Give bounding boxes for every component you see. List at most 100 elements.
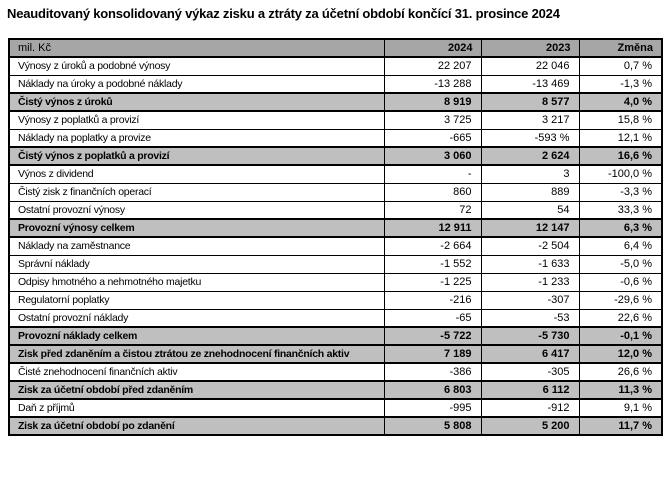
subtotal-row: Provozní náklady celkem -5 722 -5 730 -0,1 … — [8, 326, 663, 346]
row-label-cell: Čistý výnos z poplatků a provizí — [8, 146, 385, 166]
value-2023-cell: -305 — [480, 362, 580, 382]
row-label-cell: Provozní náklady celkem — [8, 326, 385, 346]
change-cell: 6,3 % — [578, 218, 663, 238]
income-statement-table: mil. Kč 2024 2023 Změna Výnosy z úroků a… — [8, 38, 663, 436]
value-2023-cell: 6 417 — [480, 344, 580, 364]
table-row: Výnos z dividend -3 -100,0 % — [8, 164, 663, 184]
value-2024-cell: 860 — [383, 182, 482, 202]
row-label-cell: Správní náklady — [8, 254, 385, 274]
table-row: Správní náklady -1 552 -1 633 -5,0 % — [8, 254, 663, 274]
value-2023-cell: -5 730 — [480, 326, 580, 346]
row-label-cell: Ostatní provozní náklady — [8, 308, 385, 328]
value-2024-cell: -216 — [383, 290, 482, 310]
change-cell: 15,8 % — [578, 110, 663, 130]
table-row: Náklady na poplatky a provize -665 -593 % 1… — [8, 128, 663, 148]
change-cell: 11,7 % — [578, 416, 663, 436]
table-row: Čisté znehodnocení finančních aktiv -386-… — [8, 362, 663, 382]
subtotal-row: Zisk před zdaněním a čistou ztrátou ze z… — [8, 344, 663, 364]
value-2024-cell: 12 911 — [383, 218, 482, 238]
row-label-cell: Zisk za účetní období po zdanění — [8, 416, 385, 436]
change-cell: 16,6 % — [578, 146, 663, 166]
change-cell: -0,1 % — [578, 326, 663, 346]
value-2023-cell: 6 112 — [480, 380, 580, 400]
value-2023-cell: 889 — [480, 182, 580, 202]
value-2023-cell: 22 046 — [480, 56, 580, 76]
value-2024-cell: -1 225 — [383, 272, 482, 292]
table-row: Regulatorní poplatky -216 -307 -29,6 % — [8, 290, 663, 310]
value-2023-cell: -593 % — [480, 128, 580, 148]
table-row: Výnosy z úroků a podobné výnosy 22 207 22 … — [8, 56, 663, 76]
value-2023-cell: 5 200 — [480, 416, 580, 436]
change-cell: -1,3 % — [578, 74, 663, 94]
row-label-cell: Náklady na zaměstnance — [8, 236, 385, 256]
table-header: mil. Kč 2024 2023 Změna — [8, 38, 663, 58]
value-2024-cell: 22 207 — [383, 56, 482, 76]
value-2024-cell: 3 725 — [383, 110, 482, 130]
value-2023-cell: 2 624 — [480, 146, 580, 166]
change-cell: 9,1 % — [578, 398, 663, 418]
change-cell: 4,0 % — [578, 92, 663, 112]
value-2023-cell: 54 — [480, 200, 580, 220]
subtotal-row: Zisk za účetní období po zdanění 5 808 5 2… — [8, 416, 663, 436]
value-2024-cell: 5 808 — [383, 416, 482, 436]
value-2024-cell: -386 — [383, 362, 482, 382]
value-2023-cell: 8 577 — [480, 92, 580, 112]
change-cell: 12,0 % — [578, 344, 663, 364]
row-label-cell: Regulatorní poplatky — [8, 290, 385, 310]
value-2024-cell: -65 — [383, 308, 482, 328]
value-2024-cell: 6 803 — [383, 380, 482, 400]
table-row: Daň z příjmů -995 -912 9,1 % — [8, 398, 663, 418]
table-body: Výnosy z úroků a podobné výnosy 22 207 22 … — [8, 56, 663, 436]
value-2023-cell: -53 — [480, 308, 580, 328]
value-2024-cell: 8 919 — [383, 92, 482, 112]
row-label-cell: Provozní výnosy celkem — [8, 218, 385, 238]
row-label-cell: Zisk za účetní období před zdaněním — [8, 380, 385, 400]
column-header-2023: 2023 — [480, 38, 580, 58]
change-cell: 33,3 % — [578, 200, 663, 220]
row-label-cell: Čistý zisk z finančních operací — [8, 182, 385, 202]
change-cell: -29,6 % — [578, 290, 663, 310]
value-2024-cell: -665 — [383, 128, 482, 148]
header-row: mil. Kč 2024 2023 Změna — [8, 38, 663, 58]
value-2024-cell: -2 664 — [383, 236, 482, 256]
change-cell: -100,0 % — [578, 164, 663, 184]
value-2023-cell: -912 — [480, 398, 580, 418]
value-2023-cell: -1 633 — [480, 254, 580, 274]
column-header-2024: 2024 — [383, 38, 482, 58]
change-cell: 0,7 % — [578, 56, 663, 76]
row-label-cell: Náklady na úroky a podobné náklady — [8, 74, 385, 94]
subtotal-row: Čistý výnos z úroků 8 919 8 577 4,0 % — [8, 92, 663, 112]
row-label-cell: Čistý výnos z úroků — [8, 92, 385, 112]
change-cell: -5,0 % — [578, 254, 663, 274]
value-2023-cell: -13 469 — [480, 74, 580, 94]
row-label-cell: Daň z příjmů — [8, 398, 385, 418]
value-2023-cell: 12 147 — [480, 218, 580, 238]
table-row: Odpisy hmotného a nehmotného majetku -1 2… — [8, 272, 663, 292]
row-label-cell: Čisté znehodnocení finančních aktiv — [8, 362, 385, 382]
change-cell: -3,3 % — [578, 182, 663, 202]
value-2024-cell: 7 189 — [383, 344, 482, 364]
column-header-change: Změna — [578, 38, 663, 58]
value-2023-cell: -2 504 — [480, 236, 580, 256]
value-2023-cell: -1 233 — [480, 272, 580, 292]
unit-label-header: mil. Kč — [8, 38, 385, 58]
change-cell: -0,6 % — [578, 272, 663, 292]
change-cell: 22,6 % — [578, 308, 663, 328]
row-label-cell: Výnos z dividend — [8, 164, 385, 184]
table-row: Ostatní provozní náklady -65 -53 22,6 % — [8, 308, 663, 328]
value-2024-cell: -13 288 — [383, 74, 482, 94]
row-label-cell: Odpisy hmotného a nehmotného majetku — [8, 272, 385, 292]
table-row: Náklady na zaměstnance -2 664 -2 504 6,4 % — [8, 236, 663, 256]
row-label-cell: Výnosy z úroků a podobné výnosy — [8, 56, 385, 76]
row-label-cell: Ostatní provozní výnosy — [8, 200, 385, 220]
row-label-cell: Zisk před zdaněním a čistou ztrátou ze z… — [8, 344, 385, 364]
subtotal-row: Provozní výnosy celkem 12 911 12 147 6,3 % — [8, 218, 663, 238]
change-cell: 6,4 % — [578, 236, 663, 256]
subtotal-row: Čistý výnos z poplatků a provizí 3 060 2 6… — [8, 146, 663, 166]
table-row: Čistý zisk z finančních operací 860 889 -3,… — [8, 182, 663, 202]
value-2024-cell: -995 — [383, 398, 482, 418]
page-title: Neauditovaný konsolidovaný výkaz zisku a… — [7, 6, 560, 21]
value-2024-cell: -1 552 — [383, 254, 482, 274]
change-cell: 12,1 % — [578, 128, 663, 148]
table-row: Ostatní provozní výnosy 72 54 33,3 % — [8, 200, 663, 220]
